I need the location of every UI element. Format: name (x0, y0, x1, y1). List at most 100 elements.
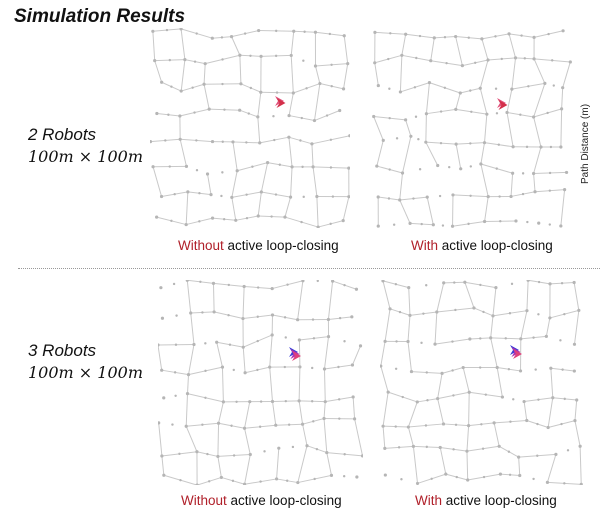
graph-edge (179, 139, 187, 167)
graph-node (454, 142, 458, 146)
graph-node (160, 368, 164, 372)
graph-node (486, 58, 490, 62)
graph-node (221, 400, 225, 404)
graph-node (383, 473, 387, 477)
graph-edge (272, 401, 277, 426)
graph-node (394, 283, 398, 286)
graph-node (170, 219, 173, 223)
graph-node (238, 108, 242, 112)
graph-edge (343, 63, 349, 89)
graph-edge (298, 366, 301, 401)
graph-node (316, 280, 319, 283)
graph-node (525, 145, 529, 149)
graph-node (215, 340, 219, 344)
graph-edge (464, 282, 475, 309)
graph-node (220, 194, 223, 198)
graph-node (536, 454, 539, 457)
graph-node (300, 220, 303, 224)
graph-node (548, 316, 552, 320)
graph-node (274, 477, 279, 481)
graph-node (259, 90, 263, 94)
graph-edge (217, 423, 220, 457)
graph-edge (399, 199, 411, 224)
graph-edge (232, 141, 238, 171)
graph-edge (408, 287, 411, 316)
graph-edge (547, 397, 554, 428)
graph-node (341, 87, 346, 91)
graph-edge (316, 196, 319, 228)
graph-node (467, 390, 471, 394)
graph-node (249, 86, 253, 90)
graph-node (468, 337, 472, 341)
graph-edge (518, 457, 521, 476)
graph-node (179, 89, 183, 93)
graph-node (277, 446, 281, 450)
graph-node (523, 57, 526, 60)
graph-node (443, 36, 447, 39)
graph-edge (382, 280, 391, 309)
graph-node (409, 369, 414, 374)
graph-edge (188, 344, 195, 375)
graph-node (311, 165, 315, 169)
graph-node (221, 140, 224, 143)
graph-node (270, 313, 275, 317)
graph-node (245, 141, 248, 144)
graph-edge (492, 287, 497, 316)
graph-edge (526, 280, 529, 311)
graph-node (201, 311, 204, 314)
graph-node (195, 483, 199, 485)
graph-node (305, 87, 308, 90)
graph-node (355, 475, 359, 479)
graph-node (526, 280, 530, 282)
graph-node (216, 454, 220, 459)
graph-node (398, 90, 402, 94)
graph-node (303, 30, 306, 33)
graph-edge (407, 426, 414, 447)
graph-node (150, 140, 153, 144)
graph-edge (533, 116, 542, 148)
graph-node (563, 188, 567, 192)
caption-without-2-robots: Without active loop-closing (178, 238, 339, 253)
graph-node (258, 425, 262, 428)
graph-edge (533, 58, 546, 84)
graph-node (256, 339, 259, 343)
graph-node (454, 308, 457, 312)
graph-node (343, 283, 346, 287)
graph-node (460, 64, 464, 68)
graph-node (527, 85, 530, 88)
graph-node (238, 53, 242, 57)
graph-edge (284, 197, 292, 218)
graph-edge (533, 173, 536, 192)
graph-node (221, 171, 224, 174)
graph-edge (269, 367, 273, 402)
graph-edge (533, 83, 546, 118)
graph-edge (573, 310, 580, 345)
map-panel-2-robots-without (150, 28, 350, 228)
graph-node (479, 337, 482, 340)
graph-node (322, 416, 326, 421)
graph-node (498, 195, 501, 198)
graph-node (278, 163, 282, 166)
graph-node (388, 168, 391, 171)
graph-node (207, 107, 211, 111)
graph-node (204, 396, 207, 399)
graph-node (241, 316, 245, 321)
graph-node (533, 190, 537, 194)
graph-node (198, 192, 201, 195)
graph-node (454, 107, 458, 111)
graph-edge (180, 28, 186, 60)
graph-node (313, 477, 316, 481)
graph-edge (212, 283, 215, 312)
graph-edge (425, 141, 439, 166)
graph-node (435, 310, 439, 314)
graph-edge (231, 36, 241, 56)
graph-edge (550, 368, 554, 398)
graph-node (296, 480, 300, 485)
graph-node (507, 368, 511, 371)
graph-node (243, 371, 247, 375)
graph-edge (380, 365, 389, 393)
graph-node (329, 222, 332, 226)
graph-node (242, 284, 246, 289)
graph-node (160, 80, 164, 84)
robot-arrow-icon (498, 100, 508, 110)
